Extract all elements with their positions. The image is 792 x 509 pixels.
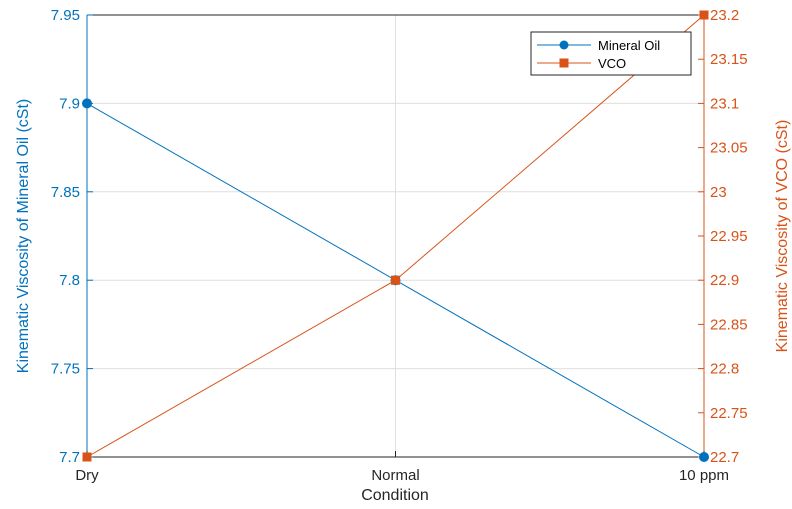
y-left-tick-label: 7.9 — [59, 95, 80, 112]
y-left-tick-label: 7.75 — [51, 361, 80, 378]
y-right-tick-label: 22.85 — [710, 316, 748, 333]
y-right-tick-label: 23.15 — [710, 51, 748, 68]
data-point-mineral-oil — [82, 98, 92, 109]
data-point-mineral-oil — [699, 452, 709, 462]
legend-label-vco: VCO — [598, 56, 626, 71]
grid-lines — [87, 15, 704, 457]
y-right-tick-label: 23.2 — [710, 7, 739, 24]
y-axis-left-label: Kinematic Viscosity of Mineral Oil (cSt) — [15, 99, 32, 373]
y-right-tick-label: 22.7 — [710, 449, 739, 466]
y-left-tick-label: 7.7 — [59, 449, 80, 466]
legend-box — [530, 31, 692, 76]
series-lines — [82, 10, 709, 462]
y-right-tick-label: 22.9 — [710, 272, 739, 289]
tick-labels: 7.7 7.75 7.8 7.85 7.9 7.95 22.7 22.75 22.8 22.85 2… — [51, 7, 748, 484]
y-left-tick-label: 7.95 — [51, 7, 80, 24]
axes — [86, 14, 705, 458]
y-left-tick-label: 7.85 — [51, 184, 80, 201]
legend-marker-mineral-oil — [559, 40, 569, 50]
y-right-tick-label: 22.95 — [710, 228, 748, 245]
x-axis-label: Condition — [361, 487, 429, 504]
y-right-tick-label: 23.05 — [710, 140, 748, 157]
legend-label-mineral-oil: Mineral Oil — [598, 38, 660, 53]
data-point-vco — [82, 452, 92, 462]
y-right-tick-label: 22.8 — [710, 361, 739, 378]
legend-marker-vco — [559, 58, 569, 68]
x-tick-label: Dry — [75, 467, 99, 484]
y-axis-right-label: Kinematic Viscosity of VCO (cSt) — [774, 120, 791, 353]
data-point-vco — [699, 10, 709, 20]
x-tick-label: Normal — [371, 467, 419, 484]
legend: Mineral Oil VCO — [530, 31, 692, 76]
data-point-vco — [391, 275, 400, 285]
y-left-tick-label: 7.8 — [59, 272, 80, 289]
x-tick-label: 10 ppm — [679, 467, 729, 484]
y-right-tick-label: 22.75 — [710, 405, 748, 422]
y-right-tick-label: 23 — [710, 184, 727, 201]
y-right-tick-label: 23.1 — [710, 95, 739, 112]
